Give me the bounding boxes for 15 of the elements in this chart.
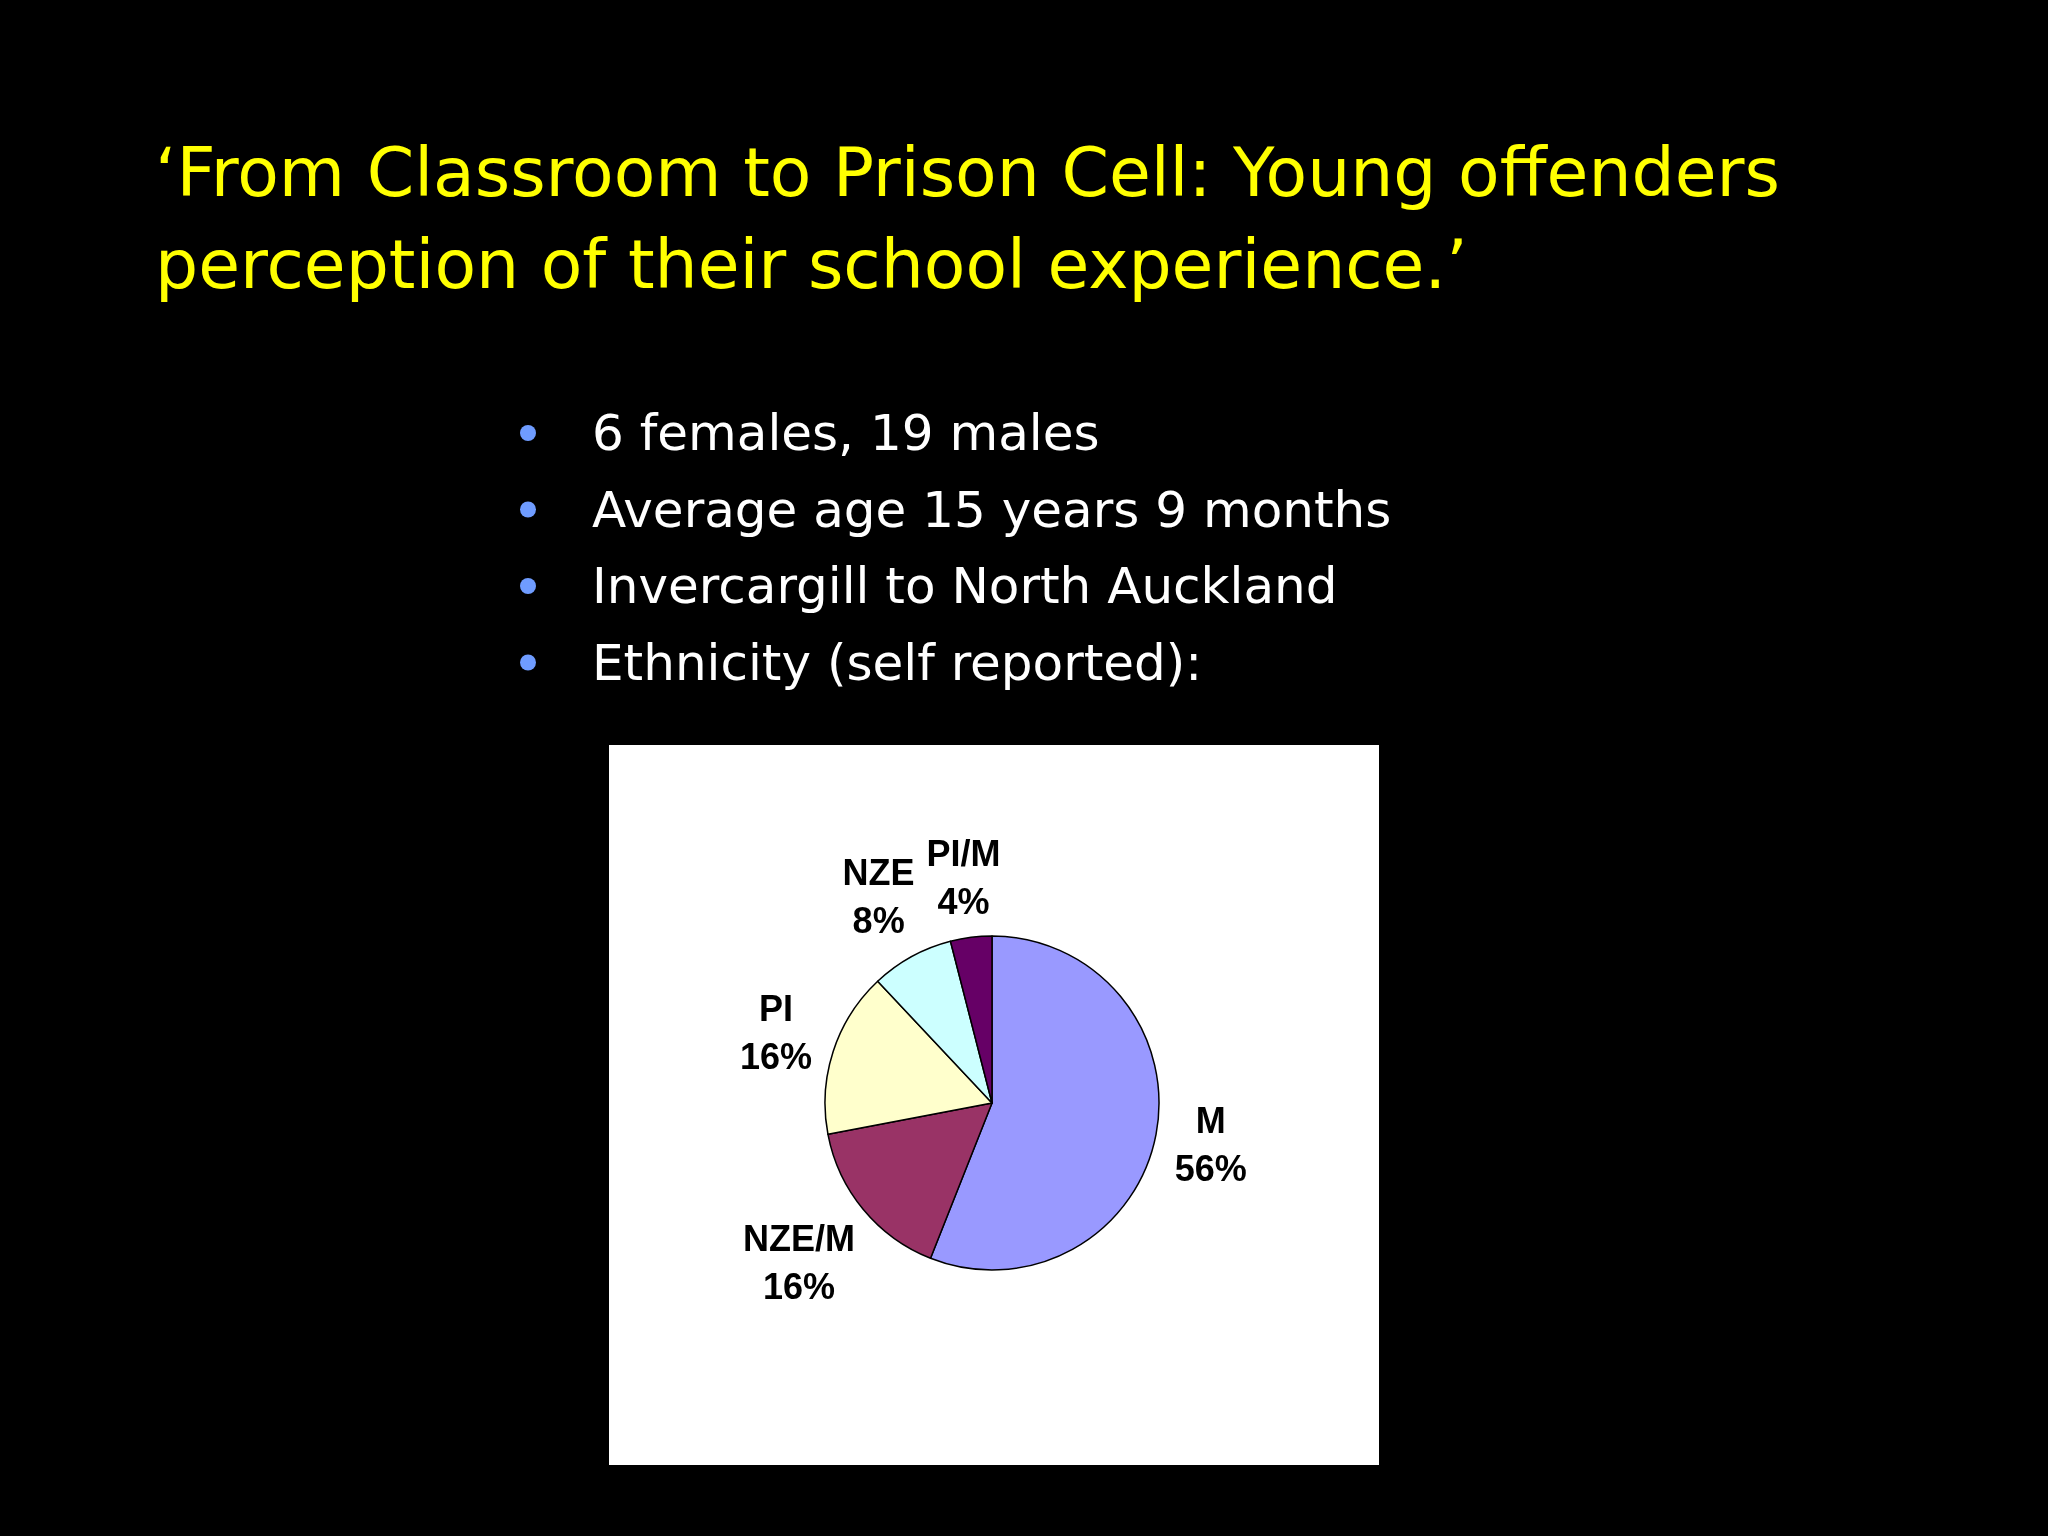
data-label: 4% bbox=[937, 880, 990, 922]
data-label: 56% bbox=[1174, 1148, 1247, 1190]
data-label: 16% bbox=[740, 1036, 813, 1078]
slice-label: NZE bbox=[842, 852, 915, 894]
text: Invercargill to North Auckland bbox=[592, 557, 1338, 615]
slice-label: PI bbox=[759, 988, 794, 1030]
text: Ethnicity (self reported): bbox=[592, 633, 1203, 692]
text: 6 females, 19 males bbox=[592, 404, 1100, 462]
text: Average age 15 years 9 months bbox=[592, 480, 1392, 539]
data-label: 8% bbox=[852, 900, 905, 942]
slice-label: NZE/M bbox=[742, 1218, 855, 1260]
data-label: 16% bbox=[762, 1266, 836, 1308]
slice-label: M bbox=[1195, 1100, 1226, 1142]
chart-title: ‘From Classroom to Prison Cell: Young offenders perception of their school experience.’ bbox=[155, 133, 1780, 304]
slice-label: PI/M bbox=[926, 832, 1001, 874]
